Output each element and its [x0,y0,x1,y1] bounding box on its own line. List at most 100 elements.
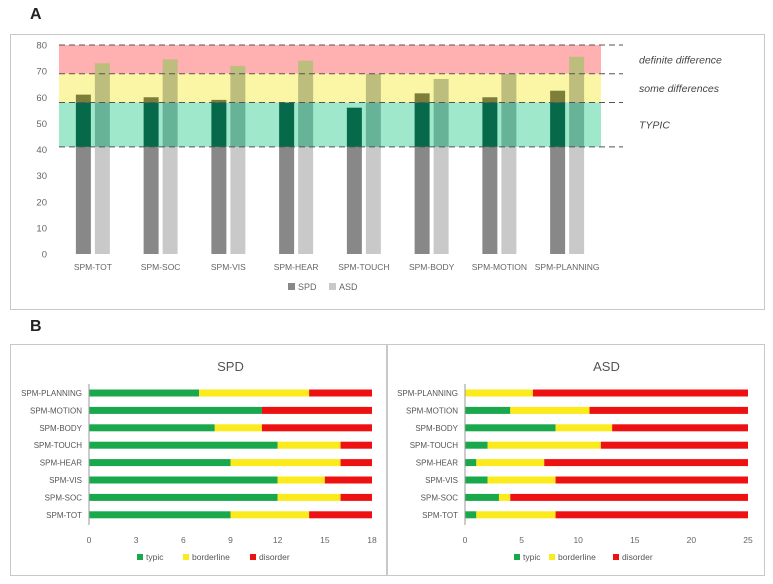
x-tick-label: 3 [134,535,139,545]
x-tick-label: 0 [463,535,468,545]
x-tick-label: 15 [630,535,640,545]
y-tick-label: SPM-TOUCH [410,441,459,450]
band-label-some-differences: some differences [639,83,720,95]
bar-disorder-spm-hear [544,459,748,467]
chart-spd-frame: SPD SPM-PLANNING SPM-MOTION SPM-BODY SPM-TOU… [10,344,387,576]
bar-borderline-spm-vis [487,476,556,484]
x-tick-label: SPM-HEAR [274,262,319,272]
x-tick-label: 9 [228,535,233,545]
y-tick-label: 30 [36,171,47,182]
y-tick-label: 10 [36,223,47,234]
x-tick-label: SPM-TOUCH [338,262,389,272]
bar-spd-spm-soc [143,146,159,254]
y-tick-label: SPM-SOC [45,493,83,502]
bar-spd-spm-vis [211,146,227,254]
y-tick-label: SPM-TOT [422,511,458,520]
bar-asd-spm-vis [230,146,246,254]
y-tick-label: 80 [36,41,47,52]
legend-label-borderline: borderline [558,552,596,562]
y-tick-label: 0 [42,250,47,261]
x-tick-label: SPM-VIS [211,262,246,272]
bar-borderline-spm-vis [277,476,325,484]
x-tick-label: 5 [519,535,524,545]
legend-label-typic: typic [523,552,541,562]
y-tick-label: SPM-VIS [425,476,458,485]
x-tick-label: 6 [181,535,186,545]
bar-borderline-spm-touch [487,441,601,449]
chart-a-frame: SPM-TOT SPM-SOC SPM-VIS SPM-HEAR SPM-TOUCH SP… [10,34,765,310]
y-tick-label: SPM-SOC [421,493,459,502]
bar-typic-spm-touch [89,441,278,449]
bar-spd-spm-tot [75,146,91,254]
y-tick-label: SPM-MOTION [406,406,458,415]
bar-disorder-spm-body [261,424,372,432]
bar-disorder-spm-soc [340,493,372,501]
bar-asd-spm-body-upper-part [433,78,449,103]
bar-asd-spm-hear [298,146,314,254]
bar-disorder-spm-motion [589,406,748,414]
legend-label-borderline: borderline [192,552,230,562]
bar-spd-spm-hear-typic-part [279,102,295,147]
bar-spd-spm-planning-upper-part [550,90,566,103]
chart-asd-frame: ASD SPM-PLANNING SPM-MOTION SPM-BODY SPM-TOU… [387,344,765,576]
legend-label-typic: typic [146,552,164,562]
x-tick-label: SPM-MOTION [472,262,527,272]
bar-asd-spm-hear-typic-part [298,102,314,147]
y-tick-label: 40 [36,145,47,156]
band-typic [59,102,601,147]
bar-typic-spm-motion [89,406,262,414]
bar-borderline-spm-soc [498,493,511,501]
bar-asd-spm-hear-upper-part [298,60,314,103]
chart-title: ASD [593,359,620,374]
bar-typic-spm-body [89,424,215,432]
chart-spd-svg: SPD SPM-PLANNING SPM-MOTION SPM-BODY SPM-TOU… [21,359,377,562]
bar-borderline-spm-planning [465,389,533,397]
legend-label-spd: SPD [298,282,317,292]
legend-swatch-typic [137,554,143,560]
y-tick-label: SPM-PLANNING [397,389,458,398]
bar-asd-spm-tot-typic-part [94,102,110,147]
bar-typic-spm-vis [465,476,488,484]
y-tick-label: 20 [36,197,47,208]
bar-asd-spm-touch-typic-part [365,102,381,147]
y-tick-label: SPM-TOT [46,511,82,520]
x-tick-label: 25 [743,535,753,545]
bar-spd-spm-soc-typic-part [143,102,159,147]
bar-disorder-spm-vis [324,476,372,484]
bar-borderline-spm-hear [230,459,341,467]
legend-swatch-borderline [549,554,555,560]
bar-spd-spm-soc-upper-part [143,97,159,103]
bar-typic-spm-planning [89,389,200,397]
bar-asd-spm-motion-typic-part [501,102,517,147]
bar-asd-spm-tot-upper-part [94,63,110,103]
bar-spd-spm-body-upper-part [414,93,430,103]
x-tick-label: SPM-BODY [409,262,455,272]
y-tick-label: 50 [36,119,47,130]
bar-borderline-spm-touch [277,441,341,449]
bar-disorder-spm-body [612,424,748,432]
y-tick-label: 60 [36,93,47,104]
y-tick-label: SPM-BODY [415,424,458,433]
legend-swatch-borderline [183,554,189,560]
bar-typic-spm-tot [89,511,231,519]
x-tick-label: 20 [687,535,697,545]
legend-swatch-typic [514,554,520,560]
chart-asd-svg: ASD SPM-PLANNING SPM-MOTION SPM-BODY SPM-TOU… [397,359,753,562]
bar-spd-spm-vis-typic-part [211,102,227,147]
bar-borderline-spm-body [555,424,613,432]
panel-label-a: A [30,6,42,23]
y-tick-label: 70 [36,67,47,78]
bar-disorder-spm-touch [600,441,748,449]
bar-disorder-spm-hear [340,459,372,467]
bar-asd-spm-motion-upper-part [501,73,517,103]
y-tick-label: SPM-PLANNING [21,389,82,398]
bar-spd-spm-tot-upper-part [75,94,91,103]
legend-label-disorder: disorder [259,552,290,562]
bar-typic-spm-touch [465,441,488,449]
bar-asd-spm-soc [162,146,178,254]
bar-disorder-spm-motion [261,406,372,414]
bar-asd-spm-body [433,146,449,254]
bar-spd-spm-hear [279,146,295,254]
bar-asd-spm-vis-typic-part [230,102,246,147]
bar-borderline-spm-hear [476,459,545,467]
